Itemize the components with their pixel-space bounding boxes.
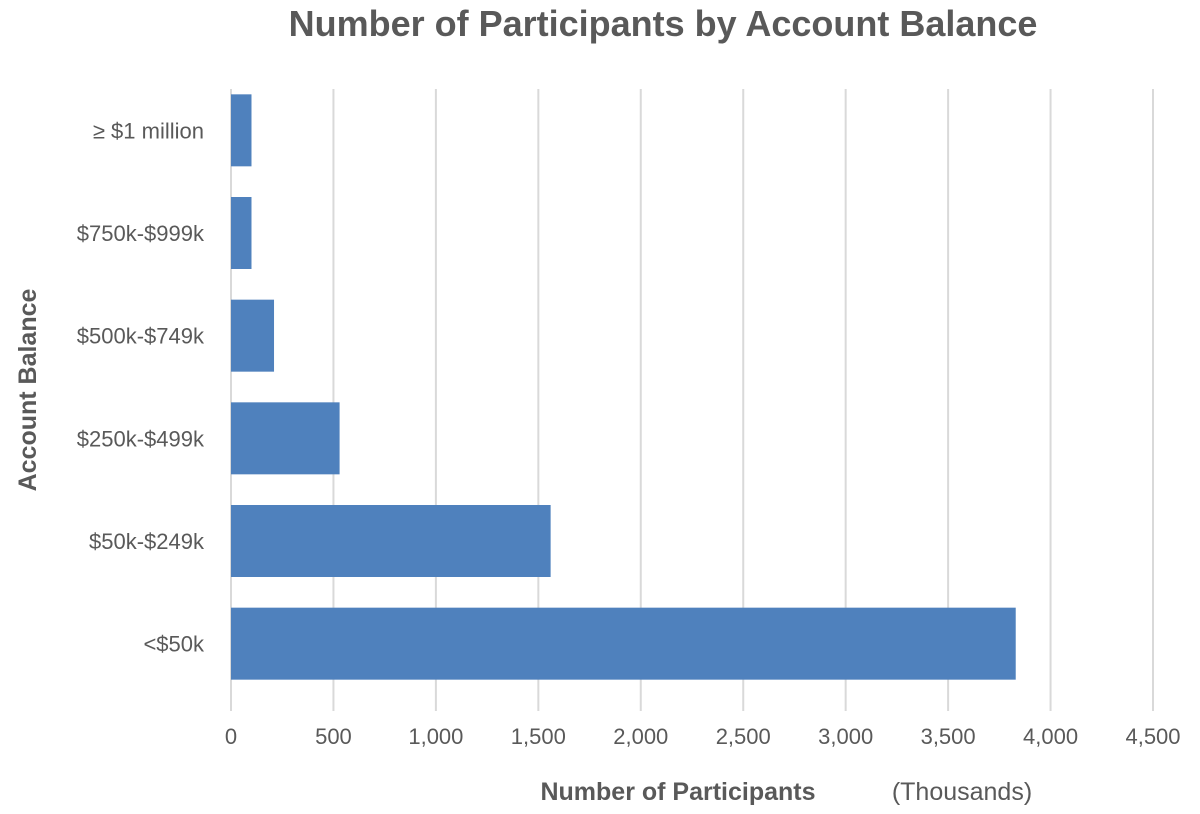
x-tick-labels: 0 500 1,000 1,500 2,000 2,500 3,000 3,500 4,000 4… [225, 724, 1181, 749]
x-tick-label: 3,500 [921, 724, 976, 749]
x-axis-title: Number of Participants [540, 778, 815, 806]
bar [231, 402, 340, 475]
bar [231, 505, 551, 577]
x-tick-label: 2,000 [613, 724, 668, 749]
x-tick-label: 4,500 [1125, 724, 1180, 749]
x-tick-label: 4,000 [1023, 724, 1078, 749]
gridlines [230, 89, 1154, 711]
x-tick-label: 2,500 [716, 724, 771, 749]
bars [231, 94, 1016, 680]
bar [231, 94, 252, 167]
bar [231, 197, 252, 269]
x-tick-label: 0 [225, 724, 237, 749]
category-label: $250k-$499k [77, 426, 205, 451]
x-tick-label: 1,500 [511, 724, 566, 749]
category-label: $750k-$999k [77, 221, 205, 246]
category-label: <$50k [143, 632, 205, 657]
x-tick-label: 500 [315, 724, 352, 749]
bar [231, 299, 275, 372]
chart-title: Number of Participants by Account Balanc… [289, 3, 1038, 44]
x-tick-label: 1,000 [408, 724, 463, 749]
y-axis-title: Account Balance [14, 288, 42, 491]
x-tick-label: 3,000 [818, 724, 873, 749]
category-label: $500k-$749k [77, 324, 205, 349]
bar [231, 607, 1016, 680]
category-labels: ≥ $1 million $750k-$999k $500k-$749k $250k-… [77, 118, 205, 656]
category-label: $50k-$249k [89, 529, 205, 554]
x-axis-unit-label: (Thousands) [892, 778, 1032, 806]
category-label: ≥ $1 million [93, 118, 204, 143]
